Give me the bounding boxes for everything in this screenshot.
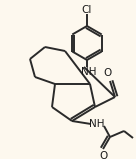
Text: NH: NH [81,67,97,77]
Text: NH: NH [89,119,105,129]
Text: Cl: Cl [82,5,92,15]
Text: O: O [99,151,107,159]
Text: O: O [104,68,112,78]
